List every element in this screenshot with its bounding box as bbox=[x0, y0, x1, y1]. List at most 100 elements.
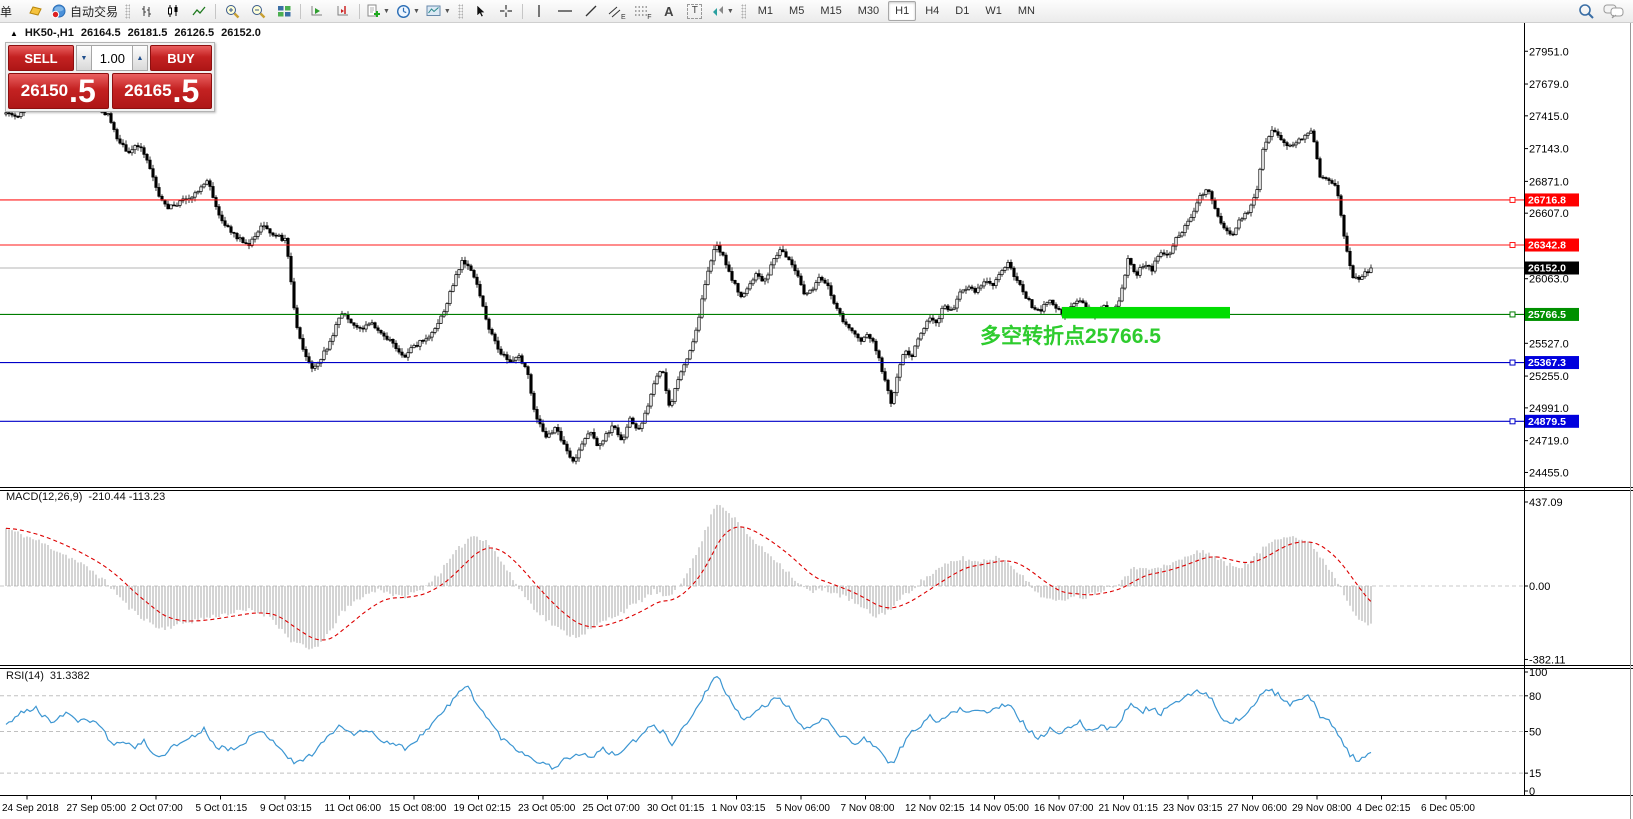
zoom-in-button[interactable] bbox=[219, 1, 245, 21]
fibo-sub-label: F bbox=[647, 14, 652, 21]
timeframe-button-mn[interactable]: MN bbox=[1017, 5, 1035, 17]
svg-text:15: 15 bbox=[1529, 768, 1541, 780]
svg-text:27415.0: 27415.0 bbox=[1529, 111, 1569, 123]
rsi-line bbox=[5, 675, 1372, 771]
svg-text:26716.8: 26716.8 bbox=[1528, 194, 1566, 206]
timeframe-button-w1[interactable]: W1 bbox=[985, 5, 1002, 17]
timeframe-button-h1[interactable]: H1 bbox=[888, 1, 917, 21]
dropdown-caret-icon[interactable]: ▼ bbox=[412, 7, 420, 15]
bar-chart-button[interactable] bbox=[134, 1, 160, 21]
pivot-annotation-text[interactable]: 多空转折点25766.5 bbox=[980, 325, 1161, 348]
dropdown-caret-icon[interactable]: ▼ bbox=[726, 7, 734, 15]
toolbar-drag-handle[interactable] bbox=[457, 3, 463, 19]
buy-price-button[interactable]: 26165 .5 bbox=[111, 73, 212, 109]
line-chart-button[interactable] bbox=[186, 1, 212, 21]
rsi-value: 31.3382 bbox=[49, 670, 90, 682]
svg-text:15 Oct 08:00: 15 Oct 08:00 bbox=[389, 803, 447, 814]
autotrading-button[interactable]: 自动交易 bbox=[48, 1, 121, 21]
dropdown-caret-icon[interactable]: ▼ bbox=[383, 7, 390, 15]
level-anchor-marker bbox=[1509, 311, 1516, 318]
auto-scroll-button[interactable] bbox=[304, 1, 330, 21]
pivot-highlight-bar[interactable] bbox=[1062, 306, 1230, 319]
svg-text:25255.0: 25255.0 bbox=[1529, 371, 1569, 383]
price-tag bbox=[1525, 261, 1579, 275]
svg-text:0.00: 0.00 bbox=[1529, 581, 1550, 593]
toolbar-right-icons bbox=[1577, 3, 1625, 20]
one-click-trading-panel: SELL ▼ 1.00 ▲ BUY 26150 .5 26165 .5 bbox=[5, 42, 215, 112]
crosshair-tool-button[interactable] bbox=[493, 1, 519, 21]
chart-shift-button[interactable] bbox=[330, 1, 356, 21]
price-tag bbox=[1525, 193, 1579, 207]
svg-text:25 Oct 07:00: 25 Oct 07:00 bbox=[583, 803, 641, 814]
equidistant-channel-tool-button[interactable]: E bbox=[604, 1, 630, 21]
trendline-tool-button[interactable] bbox=[578, 1, 604, 21]
toolbar-drag-handle[interactable] bbox=[125, 3, 131, 19]
fibonacci-tool-button[interactable]: F bbox=[630, 1, 656, 21]
timeframe-button-m5[interactable]: M5 bbox=[789, 5, 805, 17]
svg-text:14 Nov 05:00: 14 Nov 05:00 bbox=[970, 803, 1030, 814]
timeframe-button-h4[interactable]: H4 bbox=[925, 5, 940, 17]
buy-price-int: 26165 bbox=[124, 81, 172, 100]
order-ticket-icon[interactable] bbox=[22, 1, 48, 21]
timeframe-group: M1 M5 M15 M30 H1 H4 D1 W1 MN bbox=[750, 1, 1043, 21]
new-order-label: 单 bbox=[0, 4, 13, 19]
svg-text:27143.0: 27143.0 bbox=[1529, 144, 1569, 156]
svg-text:26607.0: 26607.0 bbox=[1529, 208, 1569, 220]
templates-button[interactable]: ▼ bbox=[423, 1, 454, 21]
volume-decrease-button[interactable]: ▼ bbox=[76, 45, 92, 71]
macd-pane bbox=[0, 504, 1524, 650]
timeframe-button-m15[interactable]: M15 bbox=[820, 5, 842, 17]
svg-text:24991.0: 24991.0 bbox=[1529, 403, 1569, 415]
svg-text:29 Nov 08:00: 29 Nov 08:00 bbox=[1292, 803, 1352, 814]
candles-layer bbox=[4, 61, 1373, 465]
rsi-label: RSI(14) 31.3382 bbox=[6, 670, 90, 682]
arrows-tool-button[interactable]: ▼ bbox=[708, 1, 737, 21]
svg-text:30 Oct 01:15: 30 Oct 01:15 bbox=[647, 803, 705, 814]
svg-text:25367.3: 25367.3 bbox=[1528, 357, 1566, 369]
buy-button[interactable]: BUY bbox=[150, 45, 212, 71]
horizontal-line-tool-button[interactable] bbox=[552, 1, 578, 21]
zoom-out-button[interactable] bbox=[245, 1, 271, 21]
ohlc-high: 26181.5 bbox=[127, 27, 168, 39]
macd-histogram bbox=[5, 504, 1372, 650]
timeframe-button-m30[interactable]: M30 bbox=[857, 5, 880, 17]
timeframe-button-d1[interactable]: D1 bbox=[955, 5, 970, 17]
dropdown-caret-icon[interactable]: ▼ bbox=[443, 7, 451, 15]
vertical-line-tool-button[interactable] bbox=[526, 1, 552, 21]
macd-signal-line bbox=[5, 526, 1372, 641]
svg-text:24 Sep 2018: 24 Sep 2018 bbox=[2, 803, 59, 814]
toolbar-drag-handle[interactable] bbox=[740, 3, 746, 19]
level-anchor-marker bbox=[1509, 196, 1516, 203]
svg-text:23 Nov 03:15: 23 Nov 03:15 bbox=[1163, 803, 1223, 814]
new-chart-button[interactable]: ▼ bbox=[363, 1, 393, 21]
one-click-collapse-icon[interactable]: ▲ bbox=[10, 28, 18, 38]
toolbar-separator bbox=[359, 3, 361, 19]
candlestick-chart-button[interactable] bbox=[160, 1, 186, 21]
svg-text:23 Oct 05:00: 23 Oct 05:00 bbox=[518, 803, 576, 814]
tile-windows-button[interactable] bbox=[271, 1, 297, 21]
svg-text:27 Nov 06:00: 27 Nov 06:00 bbox=[1228, 803, 1288, 814]
chart-canvas[interactable]: 27951.0 27679.0 27415.0 27143.0 26871.0 26607… bbox=[0, 22, 1633, 819]
periods-button[interactable]: ▼ bbox=[393, 1, 423, 21]
volume-increase-button[interactable]: ▲ bbox=[132, 45, 148, 71]
search-icon[interactable] bbox=[1577, 3, 1595, 20]
svg-text:0: 0 bbox=[1529, 786, 1535, 798]
volume-value[interactable]: 1.00 bbox=[92, 45, 132, 71]
new-order-button[interactable]: 单 bbox=[0, 1, 22, 21]
level-anchor-marker bbox=[1509, 418, 1516, 425]
text-tool-button[interactable]: A bbox=[656, 1, 682, 21]
sell-button[interactable]: SELL bbox=[8, 45, 74, 71]
macd-name: MACD(12,26,9) bbox=[6, 491, 83, 503]
text-label-tool-button[interactable]: T bbox=[682, 1, 708, 21]
symbol-period-label: HK50-,H1 bbox=[24, 27, 74, 39]
svg-text:26342.8: 26342.8 bbox=[1528, 240, 1566, 252]
chat-icon[interactable] bbox=[1603, 3, 1625, 19]
sell-price-button[interactable]: 26150 .5 bbox=[8, 73, 109, 109]
pane-frame bbox=[0, 22, 1633, 819]
timeframe-button-m1[interactable]: M1 bbox=[757, 5, 774, 17]
cursor-tool-button[interactable] bbox=[467, 1, 493, 21]
buy-price-dec: .5 bbox=[172, 73, 200, 109]
svg-text:4 Dec 02:15: 4 Dec 02:15 bbox=[1357, 803, 1411, 814]
